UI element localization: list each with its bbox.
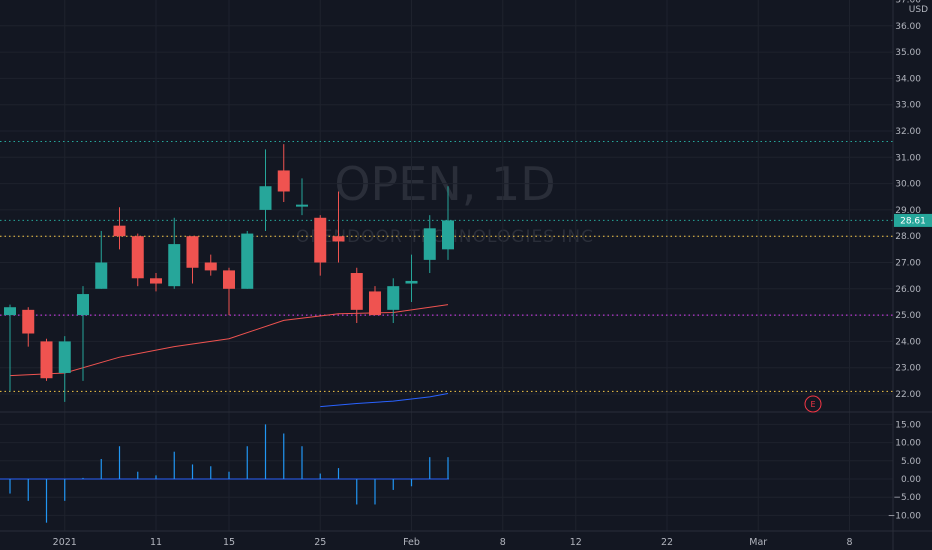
candle (113, 207, 126, 250)
candle (332, 191, 345, 263)
candle-body (405, 280, 418, 284)
candle-body (168, 244, 181, 287)
candle-body (95, 262, 108, 289)
candle (387, 278, 400, 323)
svg-text:28.61: 28.61 (900, 216, 926, 226)
candle-body (4, 307, 16, 316)
candles (4, 144, 454, 402)
histogram-tick-label: 0.00 (901, 475, 921, 485)
price-tick-label: 36.00 (895, 22, 921, 32)
price-tick-label: 32.00 (895, 127, 921, 137)
time-tick-label: 22 (661, 537, 673, 548)
price-tick-label: 27.00 (895, 259, 921, 269)
candle-body (40, 341, 53, 379)
price-tick-label: 23.00 (895, 364, 921, 374)
candle-body (350, 273, 363, 310)
histogram-tick-label: −5.00 (893, 493, 921, 503)
candle-body (314, 217, 327, 263)
candle-body (442, 220, 454, 250)
candle (168, 217, 181, 289)
time-tick-label: 8 (500, 537, 506, 548)
price-tick-label: 25.00 (895, 311, 921, 321)
price-tick-label: 22.00 (895, 390, 921, 400)
candle (58, 336, 71, 402)
candle (204, 254, 217, 276)
price-tick-label: 28.00 (895, 232, 921, 242)
candle (405, 254, 418, 302)
oscillator-line-path (320, 392, 449, 408)
candle (4, 304, 16, 392)
price-axis[interactable]: 22.00 23.00 24.00 25.00 26.00 27.00 28.00 29.00… (895, 0, 921, 400)
candle-body (58, 341, 71, 373)
time-tick-label: 2021 (53, 537, 77, 548)
histogram-tick-label: 15.00 (895, 420, 921, 430)
price-tick-label: 24.00 (895, 337, 921, 347)
candle-body (77, 294, 89, 316)
candle (369, 286, 381, 316)
candle (131, 233, 144, 287)
candle-body (369, 291, 381, 316)
svg-text:E: E (810, 400, 815, 409)
histogram-axis[interactable]: 15.00 10.00 5.00 0.00 −5.00 −10.00 (888, 420, 922, 521)
candle (223, 267, 235, 316)
candle (442, 186, 454, 260)
time-tick-label: 8 (846, 537, 852, 548)
candle-body (150, 278, 162, 284)
candle (95, 230, 108, 289)
price-tick-label: 35.00 (895, 48, 921, 58)
candle-body (22, 309, 35, 334)
candle (186, 236, 199, 284)
candle-body (223, 270, 235, 289)
time-tick-label: 12 (570, 537, 582, 548)
time-tick-label: Mar (749, 537, 767, 548)
candle (150, 273, 162, 292)
candle-body (131, 236, 144, 279)
price-tick-label: 33.00 (895, 101, 921, 111)
candle (350, 267, 363, 323)
candle-body (204, 262, 217, 271)
price-tick-label: 34.00 (895, 74, 921, 84)
candle-body (387, 286, 400, 310)
candle (241, 230, 254, 289)
earnings-marker[interactable]: E (804, 395, 822, 413)
candle-body (296, 204, 308, 207)
candle-body (277, 170, 290, 192)
candle (296, 178, 308, 216)
time-tick-label: 25 (314, 537, 326, 548)
candle (259, 149, 272, 231)
candle-body (259, 186, 272, 210)
candle-body (423, 228, 436, 260)
histogram (0, 424, 449, 523)
oscillator-line (320, 392, 449, 408)
histogram-tick-label: 10.00 (895, 439, 921, 449)
candle (77, 286, 89, 381)
price-tick-label: 31.00 (895, 153, 921, 163)
histogram-tick-label: −10.00 (888, 511, 922, 521)
time-axis[interactable]: 2021 11 15 25 Feb 8 12 22 Mar 8 (53, 537, 853, 548)
candle-body (241, 233, 254, 289)
price-tick-label: 37.00 (895, 0, 921, 6)
candle (423, 215, 436, 274)
histogram-tick-label: 5.00 (901, 457, 921, 467)
candle-body (332, 236, 345, 242)
price-tick-label: 30.00 (895, 180, 921, 190)
candle (314, 215, 327, 276)
candle-body (186, 236, 199, 268)
candle-body (113, 225, 126, 237)
currency-label: USD (909, 5, 928, 15)
candle (40, 338, 53, 381)
time-tick-label: 11 (150, 537, 162, 548)
candle (22, 307, 35, 347)
candle (277, 144, 290, 203)
grid (0, 0, 893, 531)
last-price-tag: 28.61 (894, 213, 932, 227)
price-tick-label: 29.00 (895, 206, 921, 216)
time-tick-label: Feb (403, 537, 420, 548)
time-tick-label: 15 (223, 537, 235, 548)
price-tick-label: 26.00 (895, 285, 921, 295)
